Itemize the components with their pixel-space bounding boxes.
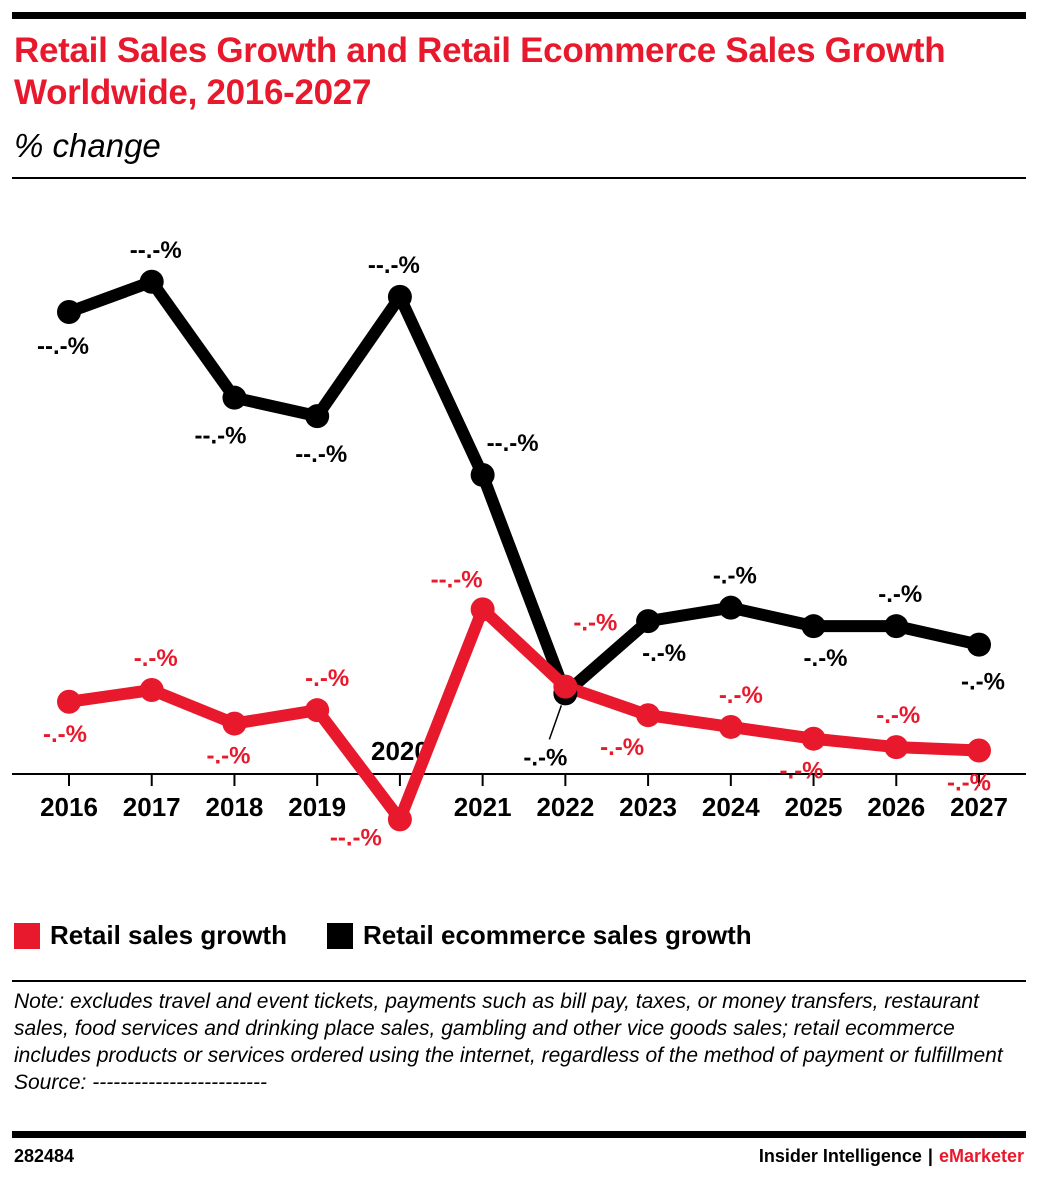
data-label-retail-ecommerce-2020: --.-%: [368, 252, 420, 279]
point-retail-sales-2018: [222, 711, 247, 736]
bottom-rule: [12, 1131, 1026, 1138]
brand: Insider Intelligence | eMarketer: [759, 1146, 1024, 1167]
point-retail-ecommerce-2018: [222, 385, 247, 410]
data-label-retail-ecommerce-2016: --.-%: [37, 333, 89, 360]
note-divider: [12, 980, 1026, 982]
x-tick-label-2018: 2018: [206, 792, 264, 822]
data-label-retail-sales-2027: -.-%: [947, 769, 991, 796]
data-label-retail-sales-2018: -.-%: [206, 743, 250, 770]
point-retail-ecommerce-2026: [884, 614, 909, 639]
point-retail-ecommerce-2017: [139, 269, 164, 294]
x-tick-label-2017: 2017: [123, 792, 181, 822]
data-label-retail-ecommerce-2021: --.-%: [487, 430, 539, 457]
point-retail-sales-2019: [305, 698, 330, 723]
data-label-retail-ecommerce-2023: -.-%: [642, 640, 686, 667]
point-retail-ecommerce-2024: [718, 595, 743, 620]
data-label-retail-sales-2026: -.-%: [876, 702, 920, 729]
source-text: Source: -------------------------: [14, 1071, 268, 1094]
x-tick-label-2026: 2026: [867, 792, 925, 822]
point-retail-sales-2022: [553, 674, 578, 699]
point-retail-ecommerce-2021: [470, 462, 495, 487]
point-retail-sales-2026: [884, 735, 909, 760]
legend-item-retail-sales: Retail sales growth: [14, 920, 287, 951]
point-retail-sales-2017: [139, 678, 164, 702]
chart-title: Retail Sales Growth and Retail Ecommerce…: [14, 31, 946, 112]
data-label-retail-sales-2017: -.-%: [134, 645, 178, 672]
footnote: Note: excludes travel and event tickets,…: [14, 988, 1024, 1096]
legend-swatch-retail-sales: [14, 922, 40, 949]
data-label-retail-ecommerce-2017: --.-%: [130, 237, 182, 264]
point-retail-sales-2023: [636, 703, 661, 728]
data-label-retail-ecommerce-2019: --.-%: [295, 441, 347, 468]
data-label-retail-ecommerce-2018: --.-%: [194, 423, 246, 450]
x-tick-label-2023: 2023: [619, 792, 677, 822]
note-text: Note: excludes travel and event tickets,…: [14, 990, 1003, 1067]
point-retail-sales-2021: [470, 597, 495, 622]
point-retail-ecommerce-2023: [636, 609, 661, 634]
x-tick-label-2024: 2024: [702, 792, 760, 822]
top-rule: [12, 12, 1026, 19]
data-label-retail-sales-2020: --.-%: [330, 824, 382, 851]
x-tick-label-2027: 2027: [950, 792, 1008, 822]
point-retail-ecommerce-2020: [387, 284, 412, 309]
point-retail-sales-2020: [387, 807, 412, 832]
data-label-retail-ecommerce-2025: -.-%: [804, 645, 848, 672]
x-tick-label-2021: 2021: [454, 792, 512, 822]
point-retail-sales-2016: [57, 689, 81, 714]
series-line-retail-sales: [63, 603, 985, 826]
x-tick-label-2022: 2022: [536, 792, 594, 822]
legend-label-retail-sales: Retail sales growth: [50, 920, 287, 950]
data-label-retail-ecommerce-2027: -.-%: [961, 669, 1005, 696]
brand-separator: |: [927, 1146, 933, 1166]
data-label-retail-sales-2022: -.-%: [573, 610, 617, 637]
data-label-retail-sales-2024: -.-%: [719, 682, 763, 709]
data-label-retail-sales-2019: -.-%: [305, 665, 349, 692]
point-retail-ecommerce-2027: [967, 632, 991, 657]
data-label-retail-sales-2016: -.-%: [43, 721, 87, 748]
data-label-retail-sales-2021: --.-%: [431, 566, 483, 593]
data-label-retail-ecommerce-2026: -.-%: [878, 581, 922, 608]
point-retail-sales-2025: [801, 726, 826, 751]
point-retail-ecommerce-2025: [801, 614, 826, 639]
title-divider: [12, 177, 1026, 179]
series-line-retail-ecommerce: [63, 275, 985, 700]
data-label-retail-sales-2023: -.-%: [600, 734, 644, 761]
x-tick-label-2016: 2016: [40, 792, 98, 822]
x-tick-label-2025: 2025: [785, 792, 843, 822]
leader-line-2022: [548, 705, 563, 740]
brand-primary: Insider Intelligence: [758, 1146, 922, 1166]
legend-label-retail-ecommerce: Retail ecommerce sales growth: [362, 920, 752, 950]
legend: Retail sales growth Retail ecommerce sal…: [14, 920, 792, 951]
x-tick-label-2019: 2019: [288, 792, 346, 822]
point-retail-ecommerce-2019: [305, 404, 330, 429]
data-label-retail-sales-2025: -.-%: [780, 758, 824, 785]
point-retail-sales-2024: [718, 714, 743, 739]
brand-secondary: eMarketer: [938, 1146, 1024, 1166]
legend-item-retail-ecommerce: Retail ecommerce sales growth: [326, 920, 752, 951]
data-label-retail-ecommerce-2024: -.-%: [713, 563, 757, 590]
legend-swatch-retail-ecommerce: [326, 922, 353, 949]
chart-id: 282484: [14, 1146, 75, 1166]
data-label-retail-ecommerce-2022: -.-%: [523, 744, 567, 771]
point-retail-sales-2027: [967, 738, 991, 763]
chart-subtitle: % change: [14, 127, 161, 164]
point-retail-ecommerce-2016: [57, 300, 81, 324]
